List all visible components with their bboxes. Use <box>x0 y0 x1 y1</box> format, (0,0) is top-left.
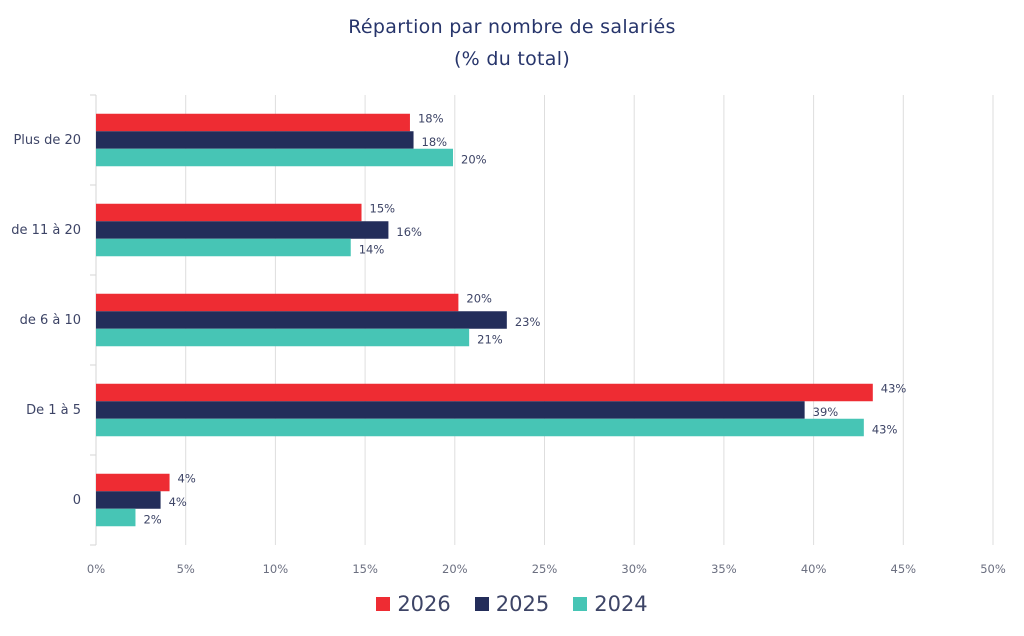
legend-label-2026: 2026 <box>397 592 451 616</box>
bar-2026 <box>96 113 410 132</box>
category-label: Plus de 20 <box>13 133 81 148</box>
legend-swatch-2025 <box>474 597 489 611</box>
legend-item-2024: 2024 <box>573 592 648 616</box>
chart-title: Répartion par nombre de salariés <box>348 16 676 38</box>
bar-2026 <box>96 293 459 312</box>
data-label-2024: 14% <box>359 243 385 257</box>
data-label-2026: 18% <box>418 112 444 126</box>
bar-chart-plot: 0% 5% 10% 15% 20% 25% 30% 35% 40% 45% 50% Plus de 2… <box>11 94 1006 576</box>
bar-2025 <box>96 401 805 419</box>
data-label-2025: 4% <box>169 495 187 509</box>
legend-label-2025: 2025 <box>495 592 550 616</box>
category-label: de 6 à 10 <box>20 313 81 328</box>
x-tick-label: 30% <box>621 562 647 576</box>
legend: 2026 2025 2024 <box>0 592 1024 616</box>
legend-item-2025: 2025 <box>474 592 550 616</box>
bar-2026 <box>96 473 170 492</box>
data-label-2024: 43% <box>872 423 898 437</box>
legend-swatch-2026 <box>376 597 391 611</box>
data-label-2026: 43% <box>881 382 907 396</box>
data-label-2025: 39% <box>813 405 839 419</box>
x-tick-label: 25% <box>532 562 558 576</box>
category-label: de 11 à 20 <box>11 223 81 238</box>
bar-2024 <box>96 238 351 257</box>
legend-item-2026: 2026 <box>376 592 451 616</box>
bar-2024 <box>96 328 470 347</box>
x-tick-label: 10% <box>263 562 289 576</box>
data-label-2024: 21% <box>477 333 503 347</box>
data-label-2026: 20% <box>466 292 492 306</box>
x-tick-label: 5% <box>177 562 195 576</box>
data-label-2024: 2% <box>143 513 161 527</box>
data-label-2024: 20% <box>461 153 487 167</box>
bar-2026 <box>96 203 362 222</box>
x-tick-label: 15% <box>352 562 378 576</box>
x-tick-label: 20% <box>442 562 468 576</box>
x-tick-label: 45% <box>891 562 917 576</box>
bar-2024 <box>96 508 136 527</box>
x-tick-label: 40% <box>801 562 827 576</box>
legend-swatch-2024 <box>573 597 588 611</box>
legend-label-2024: 2024 <box>594 592 648 616</box>
data-label-2025: 18% <box>422 135 448 149</box>
data-label-2025: 16% <box>396 225 422 239</box>
chart-subtitle: (% du total) <box>453 48 571 70</box>
x-tick-label: 0% <box>87 562 105 576</box>
bar-2026 <box>96 383 873 402</box>
category-label: 0 <box>73 493 81 508</box>
bar-2025 <box>96 131 414 149</box>
data-label-2026: 4% <box>178 472 196 486</box>
data-label-2025: 23% <box>515 315 541 329</box>
bar-2025 <box>96 311 507 329</box>
bar-2025 <box>96 221 389 239</box>
x-tick-label: 50% <box>980 562 1006 576</box>
x-tick-label: 35% <box>711 562 737 576</box>
bar-2024 <box>96 148 454 167</box>
bar-2025 <box>96 491 161 509</box>
category-label: De 1 à 5 <box>26 403 81 418</box>
bar-2024 <box>96 418 864 437</box>
data-label-2026: 15% <box>370 202 396 216</box>
